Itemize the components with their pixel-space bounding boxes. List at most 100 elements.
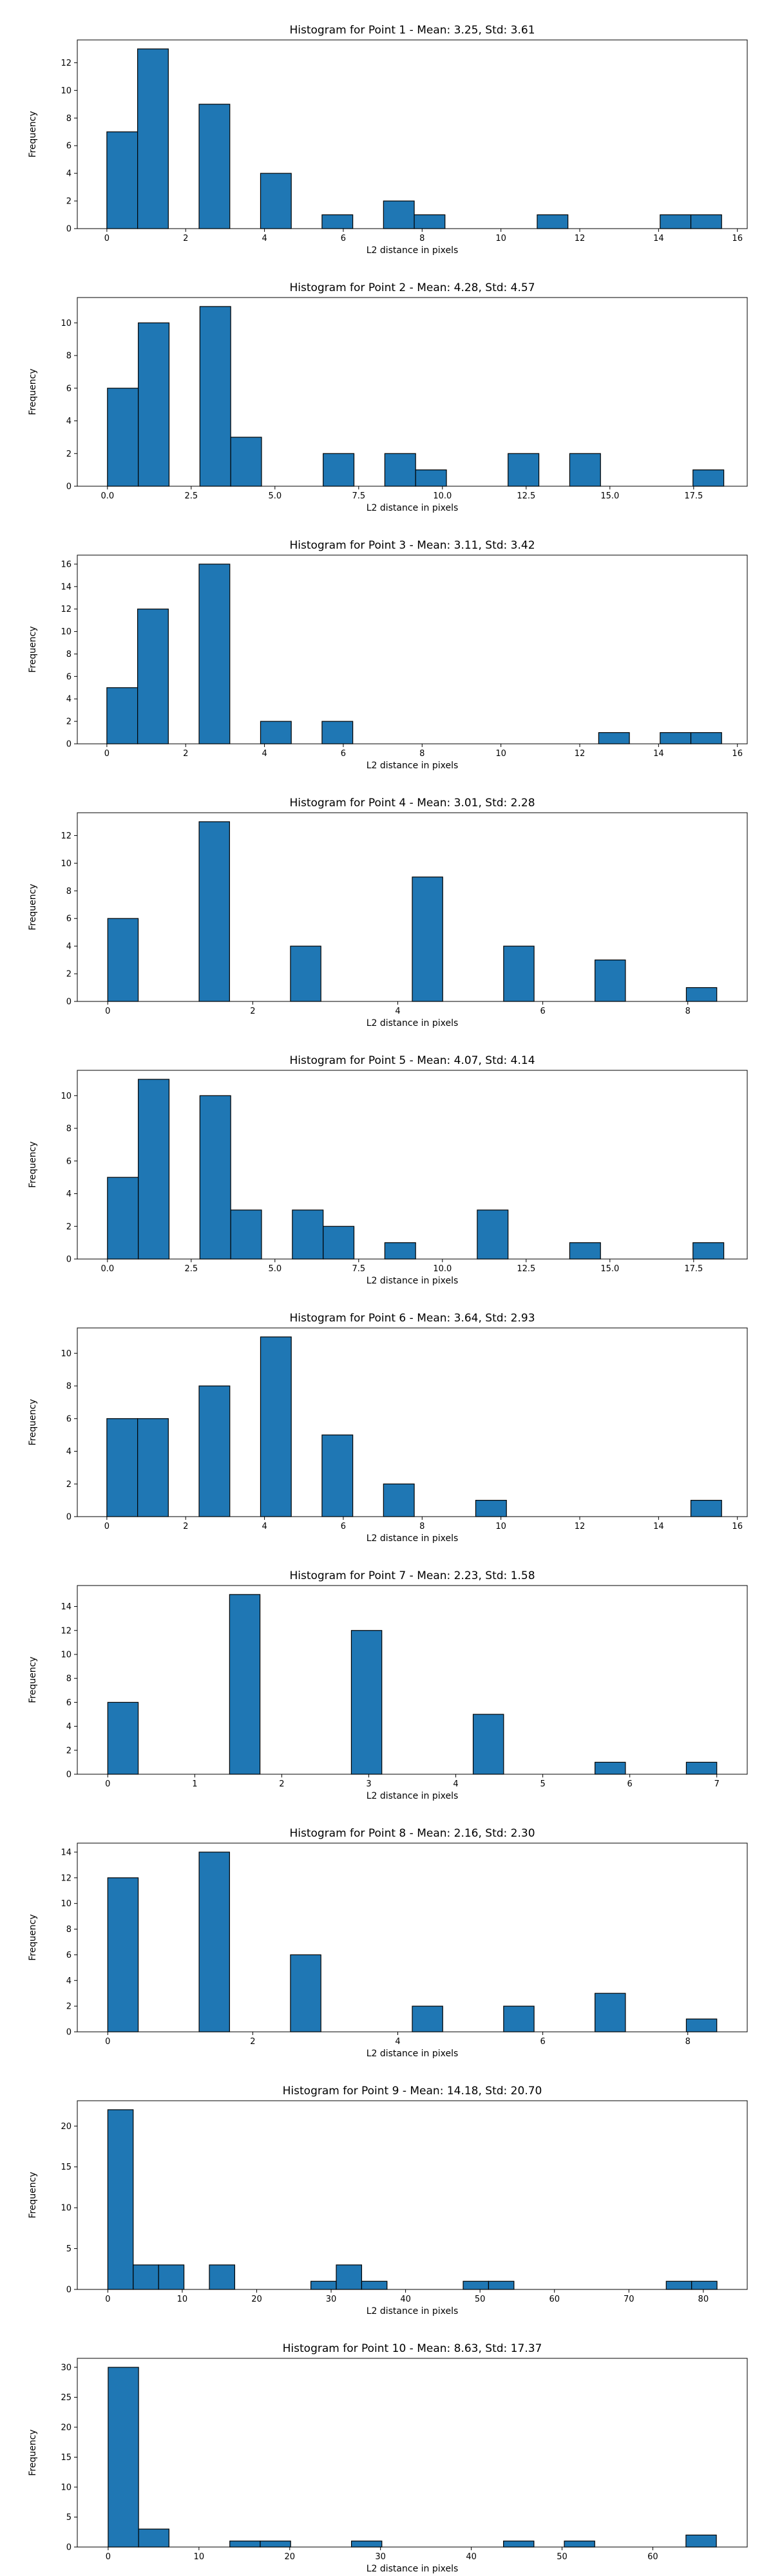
y-tick-label: 12 bbox=[61, 59, 72, 68]
histogram-bar bbox=[660, 214, 692, 229]
x-tick-label: 16 bbox=[732, 1522, 743, 1531]
histogram-bar bbox=[508, 453, 540, 487]
x-tick-label: 6 bbox=[341, 234, 346, 243]
histogram-chart: Histogram for Point 1 - Mean: 3.25, Std:… bbox=[28, 24, 748, 256]
histogram-bar bbox=[260, 2541, 291, 2548]
y-tick-label: 4 bbox=[66, 1447, 72, 1457]
chart-title: Histogram for Point 3 - Mean: 3.11, Std:… bbox=[289, 539, 535, 552]
histogram-bar bbox=[107, 1701, 139, 1775]
y-axis-label: Frequency bbox=[28, 1914, 38, 1960]
x-tick-label: 0 bbox=[106, 2552, 111, 2562]
histogram-bar bbox=[383, 1483, 415, 1517]
x-tick-label: 0 bbox=[104, 1522, 110, 1531]
x-tick-label: 6 bbox=[627, 1779, 633, 1789]
x-tick-label: 0 bbox=[104, 234, 110, 243]
y-tick-label: 5 bbox=[66, 2513, 72, 2523]
histogram-bar bbox=[415, 469, 447, 487]
histogram-bar bbox=[138, 2528, 169, 2548]
x-tick-label: 1 bbox=[192, 1779, 197, 1789]
histogram-panel-10: Histogram for Point 10 - Mean: 8.63, Std… bbox=[0, 2318, 773, 2576]
x-tick-label: 8 bbox=[685, 1007, 691, 1016]
x-tick-label: 40 bbox=[400, 2295, 411, 2304]
histogram-bar bbox=[690, 214, 722, 229]
y-axis-label: Frequency bbox=[28, 884, 38, 930]
histogram-bar bbox=[598, 732, 630, 744]
y-tick-label: 6 bbox=[66, 1698, 72, 1708]
x-tick-label: 6 bbox=[341, 749, 346, 759]
x-tick-label: 8 bbox=[419, 1522, 425, 1531]
x-axis-label: L2 distance in pixels bbox=[367, 503, 459, 513]
chart-title: Histogram for Point 5 - Mean: 4.07, Std:… bbox=[289, 1054, 535, 1067]
histogram-bar bbox=[384, 453, 416, 487]
x-tick-label: 6 bbox=[341, 1522, 346, 1531]
x-tick-label: 10 bbox=[495, 1522, 506, 1531]
x-tick-label: 80 bbox=[698, 2295, 709, 2304]
y-tick-label: 2 bbox=[66, 2002, 72, 2012]
histogram-chart: Histogram for Point 6 - Mean: 3.64, Std:… bbox=[28, 1312, 748, 1544]
y-tick-label: 14 bbox=[61, 1848, 72, 1857]
histogram-bar bbox=[107, 918, 139, 1002]
histogram-chart: Histogram for Point 10 - Mean: 8.63, Std… bbox=[28, 2342, 748, 2574]
y-tick-label: 10 bbox=[61, 319, 72, 328]
y-axis-label: Frequency bbox=[28, 368, 38, 415]
histogram-bar bbox=[665, 2280, 692, 2290]
y-tick-label: 0 bbox=[66, 740, 72, 750]
histogram-bar bbox=[260, 1336, 292, 1517]
x-tick-label: 0 bbox=[105, 1007, 110, 1016]
histogram-bar bbox=[137, 1418, 169, 1517]
histogram-bar bbox=[412, 876, 443, 1002]
x-tick-label: 2 bbox=[183, 1522, 188, 1531]
histogram-bar bbox=[414, 214, 446, 229]
y-tick-label: 0 bbox=[66, 1513, 72, 1522]
y-tick-label: 0 bbox=[66, 2543, 72, 2553]
y-tick-label: 6 bbox=[66, 1157, 72, 1166]
x-tick-label: 4 bbox=[262, 1522, 267, 1531]
x-tick-label: 2 bbox=[250, 2037, 255, 2047]
plot-frame bbox=[77, 2358, 748, 2548]
y-tick-label: 0 bbox=[66, 2028, 72, 2038]
histogram-panel-7: Histogram for Point 7 - Mean: 2.23, Std:… bbox=[0, 1546, 773, 1803]
histogram-bar bbox=[503, 2541, 535, 2548]
histogram-bar bbox=[199, 306, 231, 487]
x-tick-label: 12 bbox=[575, 234, 586, 243]
y-tick-label: 6 bbox=[66, 1951, 72, 1960]
x-tick-label: 2 bbox=[250, 1007, 255, 1016]
y-tick-label: 10 bbox=[61, 859, 72, 869]
x-tick-label: 4 bbox=[395, 2037, 400, 2047]
plot-frame bbox=[77, 39, 748, 229]
y-tick-label: 20 bbox=[61, 2122, 72, 2132]
y-tick-label: 8 bbox=[66, 352, 72, 361]
x-tick-label: 40 bbox=[466, 2552, 477, 2562]
x-tick-label: 2 bbox=[279, 1779, 284, 1789]
plot-frame bbox=[77, 1842, 748, 2032]
y-tick-label: 8 bbox=[66, 1124, 72, 1134]
y-tick-label: 20 bbox=[61, 2423, 72, 2432]
histogram-bar bbox=[488, 2280, 515, 2290]
histogram-bar bbox=[595, 1993, 626, 2032]
y-tick-label: 4 bbox=[66, 695, 72, 705]
chart-title: Histogram for Point 1 - Mean: 3.25, Std:… bbox=[289, 24, 535, 37]
x-tick-label: 20 bbox=[251, 2295, 262, 2304]
histogram-bar bbox=[260, 721, 292, 744]
y-tick-label: 16 bbox=[61, 560, 72, 569]
x-tick-label: 10 bbox=[495, 749, 506, 759]
histogram-bar bbox=[230, 437, 262, 487]
histogram-panel-8: Histogram for Point 8 - Mean: 2.16, Std:… bbox=[0, 1803, 773, 2061]
histogram-bar bbox=[133, 2264, 159, 2290]
histogram-bar bbox=[230, 1209, 262, 1260]
chart-title: Histogram for Point 10 - Mean: 8.63, Std… bbox=[283, 2342, 542, 2355]
y-tick-label: 4 bbox=[66, 169, 72, 179]
histogram-bar bbox=[321, 1434, 354, 1517]
x-tick-label: 2 bbox=[183, 749, 188, 759]
histogram-bar bbox=[229, 2541, 261, 2548]
plot-frame bbox=[77, 1327, 748, 1517]
histogram-chart: Histogram for Point 8 - Mean: 2.16, Std:… bbox=[28, 1827, 748, 2059]
histogram-bar bbox=[321, 721, 354, 744]
y-tick-label: 10 bbox=[61, 1899, 72, 1909]
y-tick-label: 4 bbox=[66, 1189, 72, 1199]
histogram-bar bbox=[138, 322, 170, 487]
y-axis-label: Frequency bbox=[28, 111, 38, 157]
x-tick-label: 5.0 bbox=[268, 1264, 282, 1274]
histogram-bar bbox=[537, 214, 569, 229]
